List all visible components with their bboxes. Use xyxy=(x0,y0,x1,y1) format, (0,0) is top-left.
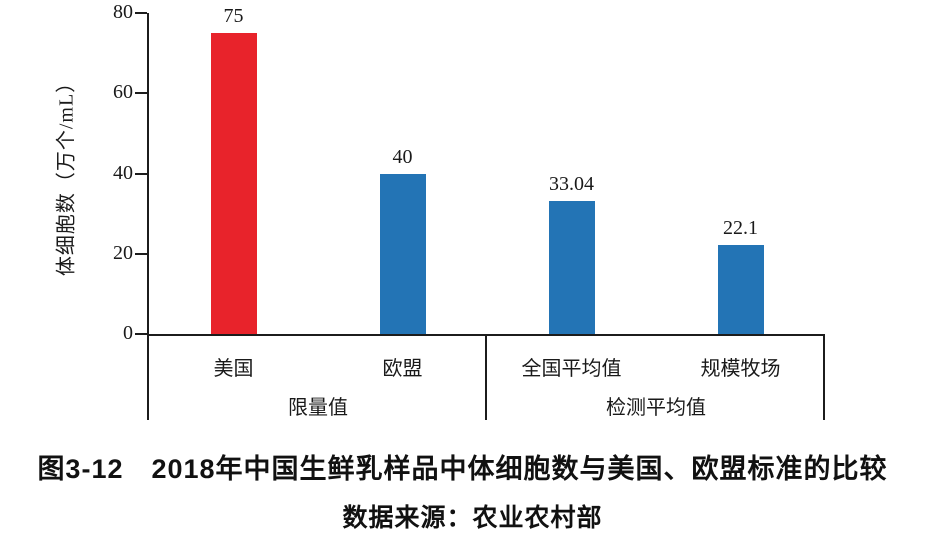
y-axis-tick-label: 40 xyxy=(113,161,133,184)
bar-规模牧场 xyxy=(717,245,764,334)
y-axis-tick-label: 60 xyxy=(113,81,133,104)
category-label: 规模牧场 xyxy=(700,358,781,380)
group-label: 限量值 xyxy=(288,397,348,419)
plot-area: 0 20 40 60 80 75 美国 40 欧盟 33.04 全国平均值 22.1 规模牧场限量值 检测… xyxy=(113,1,825,420)
y-axis-tick xyxy=(135,12,147,14)
group-separator xyxy=(485,334,487,420)
y-axis-tick xyxy=(135,333,147,335)
category-label: 美国 xyxy=(213,358,254,380)
group-separator xyxy=(147,334,149,420)
bar-全国平均值 xyxy=(548,201,595,334)
bar-value-label: 40 xyxy=(392,145,413,168)
data-source-note: 数据来源：农业农村部 xyxy=(342,504,603,532)
y-axis-tick xyxy=(135,172,147,175)
category-label: 欧盟 xyxy=(382,358,423,380)
bar-value-label: 22.1 xyxy=(723,217,758,240)
category-label: 全国平均值 xyxy=(521,358,622,380)
y-axis-tick-label: 0 xyxy=(123,322,133,345)
y-axis-title: 体细胞数（万个/mL） xyxy=(55,71,78,277)
y-axis-tick-label: 80 xyxy=(113,1,133,24)
bar-value-label: 33.04 xyxy=(549,173,594,196)
group-separator xyxy=(823,334,825,420)
figure-caption: 图3-12 2018年中国生鲜乳样品中体细胞数与美国、欧盟标准的比较 xyxy=(37,454,888,484)
y-axis-tick xyxy=(135,252,147,255)
bar-value-label: 75 xyxy=(223,5,244,28)
y-axis-tick-label: 20 xyxy=(113,241,133,264)
group-label: 检测平均值 xyxy=(606,397,706,419)
bar-美国 xyxy=(210,33,257,334)
y-axis-tick xyxy=(135,92,147,95)
bar-欧盟 xyxy=(379,173,426,334)
